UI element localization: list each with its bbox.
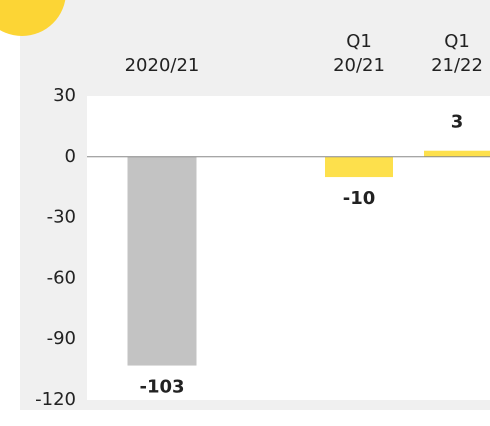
x-tick-label: Q1 21/22 <box>431 31 483 76</box>
y-tick-label: -30 <box>47 207 76 228</box>
y-tick-label: -60 <box>47 267 76 288</box>
value-label: -10 <box>343 188 376 209</box>
bar <box>424 150 490 157</box>
x-tick-label: 2020/21 <box>124 55 200 76</box>
y-tick-label: -90 <box>47 328 76 349</box>
value-label: 3 <box>451 112 464 133</box>
bar <box>325 156 393 178</box>
y-tick-label: 0 <box>65 146 76 167</box>
y-tick-label: 30 <box>53 85 76 106</box>
x-tick-label: Q1 20/21 <box>333 31 385 76</box>
bar <box>127 156 197 366</box>
decor-circle <box>0 0 66 36</box>
y-tick-label: -120 <box>35 389 76 410</box>
value-label: -103 <box>139 377 184 398</box>
